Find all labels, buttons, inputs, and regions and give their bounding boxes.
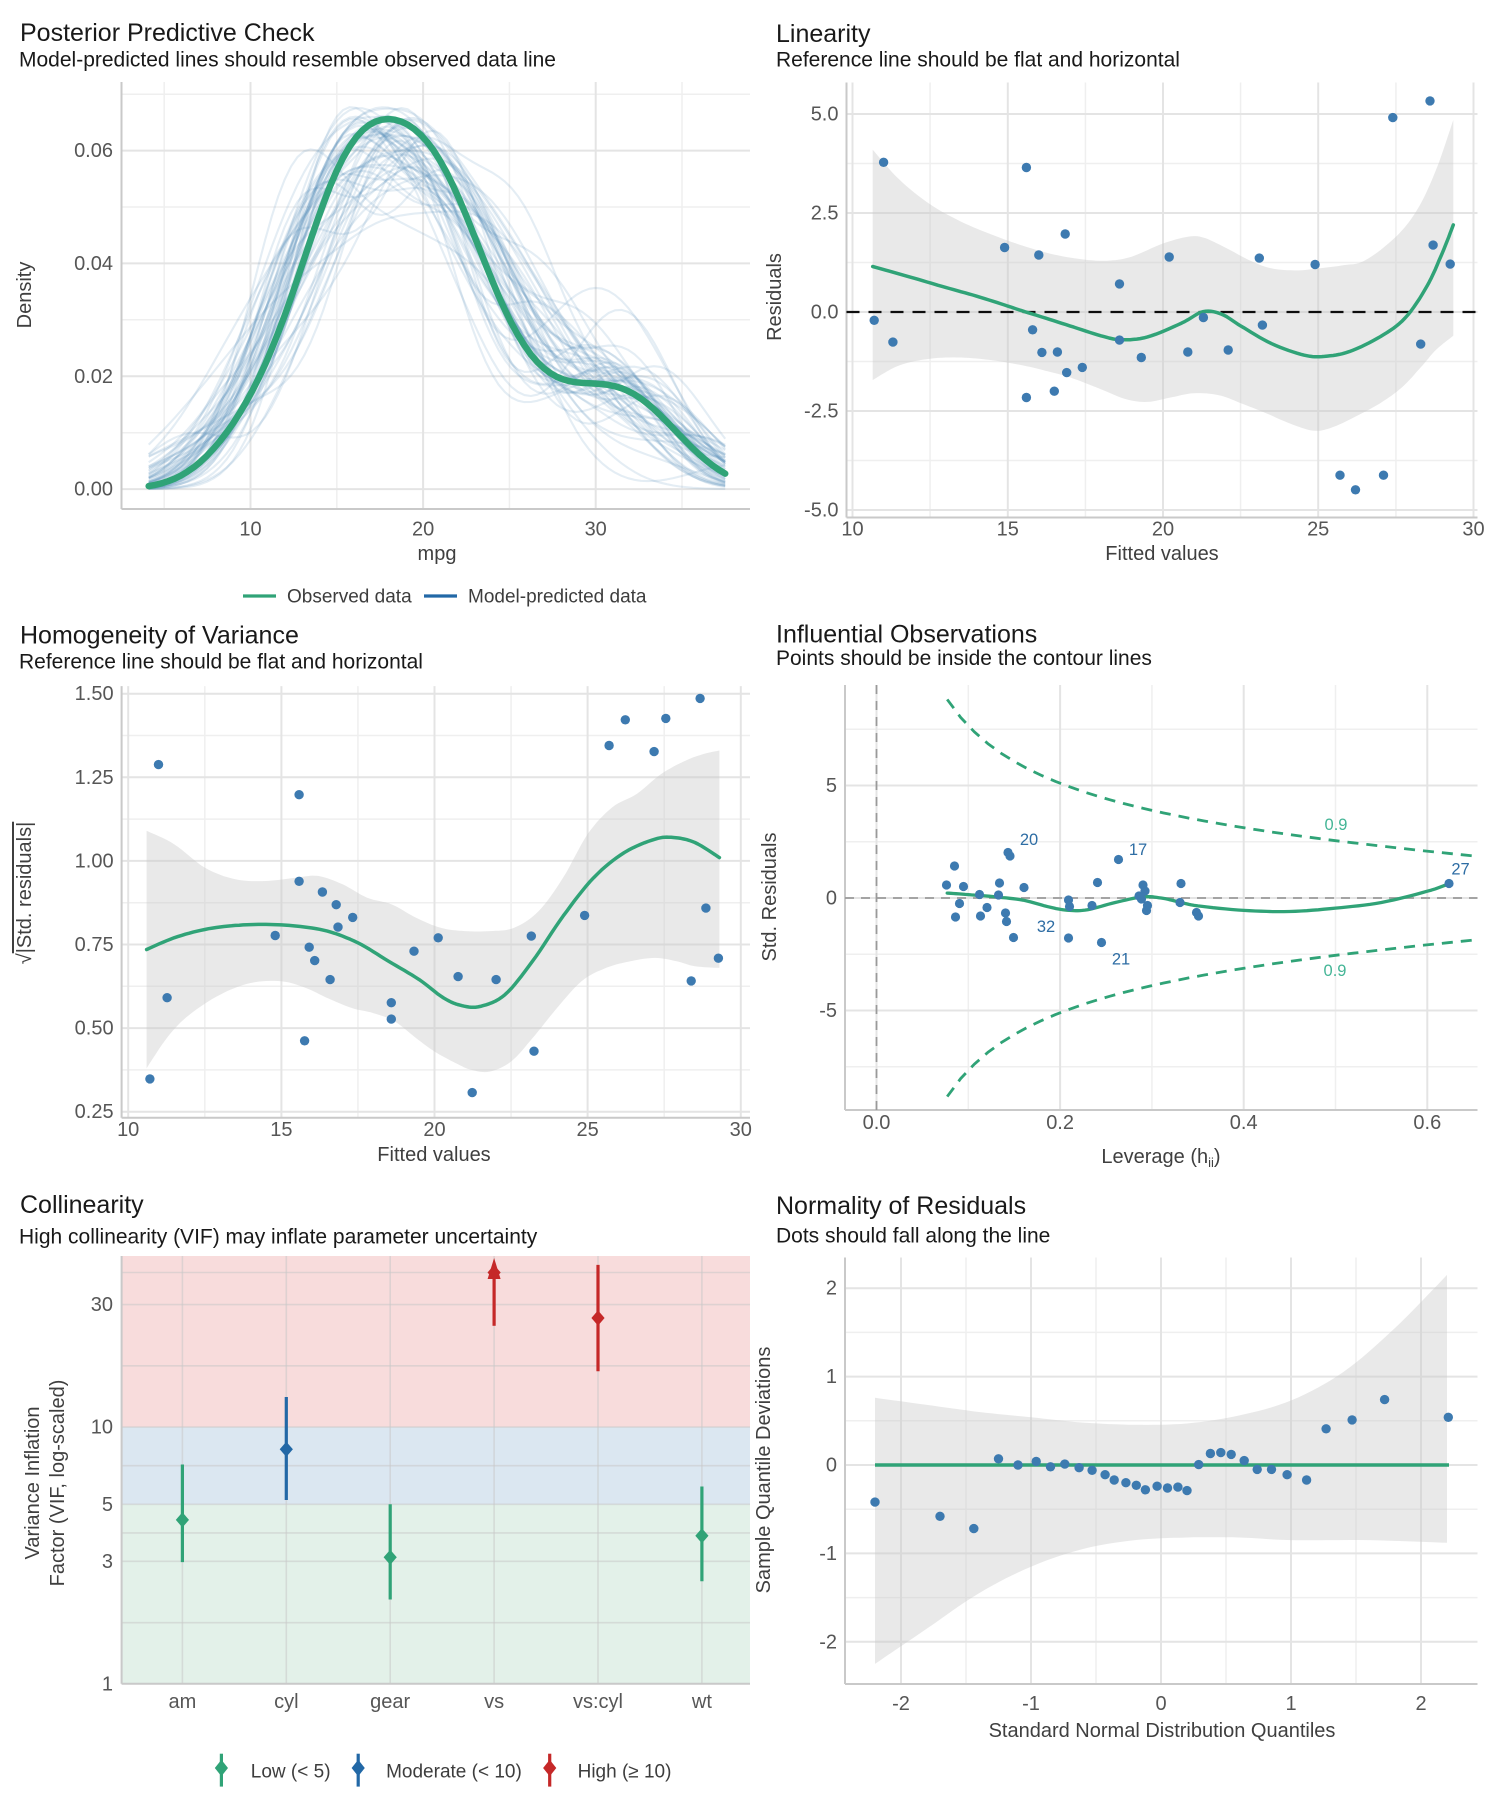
svg-text:1: 1 [826, 1366, 837, 1388]
svg-text:-5: -5 [819, 1000, 837, 1022]
svg-text:0.50: 0.50 [75, 1018, 114, 1040]
svg-text:Factor (VIF, log-scaled): Factor (VIF, log-scaled) [47, 1380, 69, 1587]
svg-text:Fitted values: Fitted values [1105, 543, 1218, 565]
svg-text:10: 10 [91, 1417, 113, 1439]
svg-text:0: 0 [826, 888, 837, 910]
svg-text:0.75: 0.75 [75, 934, 114, 956]
svg-text:2.5: 2.5 [811, 203, 839, 225]
svg-text:20: 20 [412, 519, 434, 541]
svg-text:-1: -1 [1022, 1693, 1040, 1715]
svg-text:-2: -2 [819, 1631, 837, 1653]
svg-text:20: 20 [1152, 519, 1174, 541]
svg-text:Homogeneity of Variance: Homogeneity of Variance [20, 622, 299, 650]
svg-text:3: 3 [102, 1551, 113, 1573]
svg-text:0: 0 [1155, 1693, 1166, 1715]
svg-text:Points should be inside the co: Points should be inside the contour line… [776, 647, 1152, 670]
svg-text:Density: Density [14, 262, 36, 329]
svg-text:0.02: 0.02 [74, 366, 113, 388]
svg-text:17: 17 [1129, 841, 1147, 859]
svg-text:30: 30 [1462, 519, 1484, 541]
svg-text:wt: wt [691, 1691, 712, 1713]
svg-text:2: 2 [1415, 1693, 1426, 1715]
svg-text:Observed data: Observed data [287, 587, 412, 608]
svg-text:30: 30 [585, 519, 607, 541]
svg-text:1: 1 [1285, 1693, 1296, 1715]
svg-text:Dots should fall along the lin: Dots should fall along the line [776, 1225, 1050, 1248]
svg-text:Residuals: Residuals [764, 253, 786, 341]
svg-text:Moderate (< 10): Moderate (< 10) [386, 1762, 522, 1783]
svg-text:0.9: 0.9 [1324, 962, 1347, 980]
svg-text:30: 30 [91, 1294, 113, 1316]
svg-text:Fitted values: Fitted values [377, 1144, 490, 1166]
svg-text:21: 21 [1112, 951, 1130, 969]
svg-text:mpg: mpg [418, 543, 457, 565]
svg-text:1.00: 1.00 [75, 850, 114, 872]
svg-text:Low (< 5): Low (< 5) [251, 1762, 331, 1783]
svg-text:-2: -2 [892, 1693, 910, 1715]
svg-text:Model-predicted data: Model-predicted data [468, 587, 647, 608]
svg-text:Std. Residuals: Std. Residuals [759, 833, 781, 962]
svg-text:0.25: 0.25 [75, 1101, 114, 1123]
svg-text:Reference line should be flat: Reference line should be flat and horizo… [19, 651, 423, 674]
svg-text:0.9: 0.9 [1325, 816, 1348, 834]
svg-text:2: 2 [826, 1278, 837, 1300]
svg-text:32: 32 [1037, 918, 1055, 936]
svg-text:20: 20 [423, 1119, 445, 1141]
svg-text:-1: -1 [819, 1543, 837, 1565]
svg-text:0.2: 0.2 [1046, 1112, 1074, 1134]
svg-text:30: 30 [730, 1119, 752, 1141]
svg-text:vs: vs [484, 1691, 504, 1713]
svg-text:10: 10 [117, 1119, 139, 1141]
svg-text:10: 10 [841, 519, 863, 541]
svg-text:15: 15 [997, 519, 1019, 541]
svg-text:High (≥ 10): High (≥ 10) [578, 1762, 672, 1783]
svg-text:10: 10 [239, 519, 261, 541]
svg-text:0.4: 0.4 [1230, 1112, 1258, 1134]
svg-text:15: 15 [270, 1119, 292, 1141]
svg-text:Normality of Residuals: Normality of Residuals [776, 1192, 1026, 1220]
svg-text:Standard Normal Distribution Q: Standard Normal Distribution Quantiles [989, 1720, 1336, 1742]
svg-text:am: am [169, 1691, 197, 1713]
svg-text:Model-predicted lines should r: Model-predicted lines should resemble ob… [19, 49, 556, 72]
svg-text:Sample Quantile Deviations: Sample Quantile Deviations [753, 1347, 775, 1594]
svg-text:0.0: 0.0 [811, 302, 839, 324]
svg-text:0.6: 0.6 [1413, 1112, 1441, 1134]
svg-text:1.25: 1.25 [75, 767, 114, 789]
svg-text:Reference line should be flat: Reference line should be flat and horizo… [776, 49, 1180, 72]
svg-text:0.06: 0.06 [74, 140, 113, 162]
svg-text:√|Std. residuals|: √|Std. residuals| [14, 822, 36, 965]
svg-text:27: 27 [1451, 861, 1469, 879]
svg-text:cyl: cyl [274, 1691, 298, 1713]
svg-text:Influential Observations: Influential Observations [776, 621, 1037, 649]
svg-text:Posterior Predictive Check: Posterior Predictive Check [20, 19, 315, 47]
svg-text:Variance Inflation: Variance Inflation [22, 1406, 44, 1559]
svg-text:High collinearity (VIF) may in: High collinearity (VIF) may inflate para… [19, 1226, 538, 1249]
svg-text:1: 1 [102, 1673, 113, 1695]
svg-text:Linearity: Linearity [776, 20, 871, 48]
svg-text:-2.5: -2.5 [804, 401, 838, 423]
svg-text:0.0: 0.0 [863, 1112, 891, 1134]
svg-text:25: 25 [576, 1119, 598, 1141]
svg-text:0.00: 0.00 [74, 479, 113, 501]
svg-text:5: 5 [102, 1494, 113, 1516]
svg-text:gear: gear [370, 1691, 410, 1713]
svg-text:0: 0 [826, 1455, 837, 1477]
svg-text:0.04: 0.04 [74, 253, 113, 275]
svg-text:5.0: 5.0 [811, 104, 839, 126]
svg-text:Collinearity: Collinearity [20, 1191, 144, 1219]
svg-text:-5.0: -5.0 [804, 500, 838, 522]
svg-text:1.50: 1.50 [75, 683, 114, 705]
svg-text:20: 20 [1020, 831, 1038, 849]
svg-text:5: 5 [826, 775, 837, 797]
svg-text:Leverage (hii): Leverage (hii) [1101, 1146, 1220, 1170]
svg-text:25: 25 [1307, 519, 1329, 541]
svg-text:vs:cyl: vs:cyl [573, 1691, 623, 1713]
